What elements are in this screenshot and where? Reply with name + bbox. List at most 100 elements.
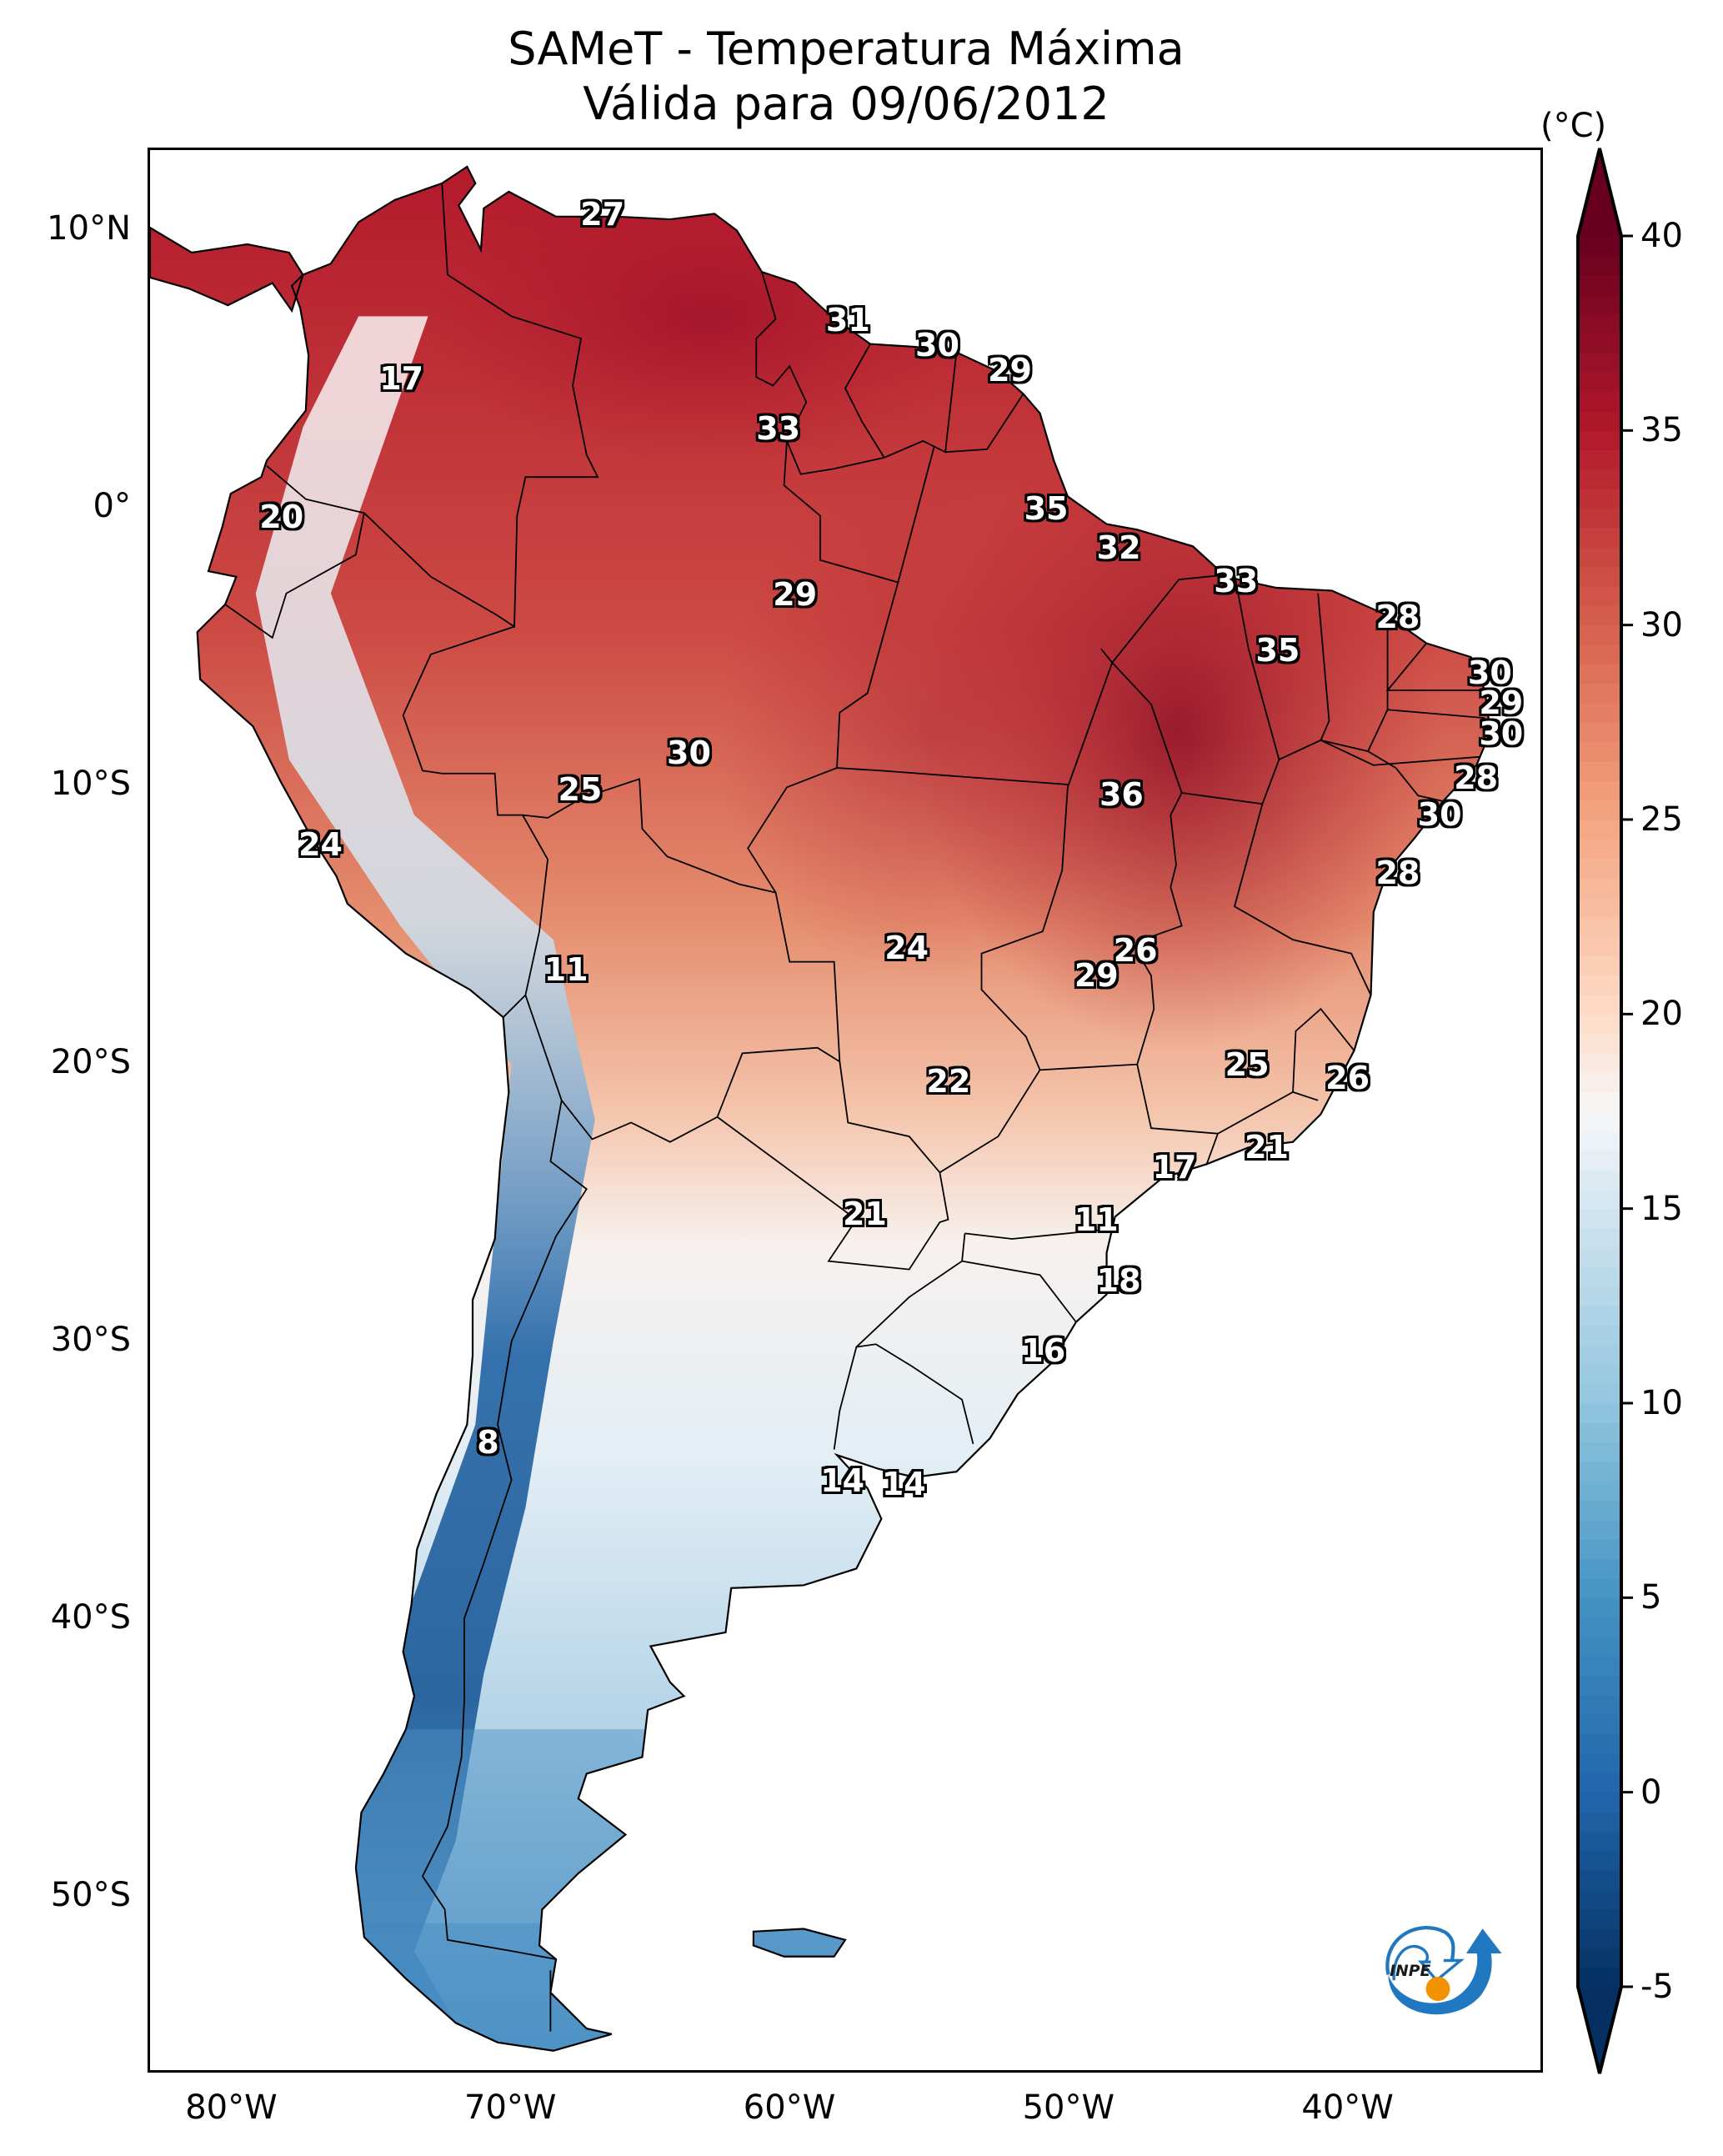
station-value-label: 20 xyxy=(259,499,304,536)
patagonia-cold-band xyxy=(150,1729,1490,2051)
colorbar-segment xyxy=(1578,1266,1621,1287)
colorbar-segment xyxy=(1578,1462,1621,1482)
colorbar-segment xyxy=(1578,1500,1621,1521)
station-value-label: 16 xyxy=(1021,1331,1066,1369)
colorbar-tick-label: 20 xyxy=(1640,995,1683,1034)
station-value-label: 35 xyxy=(1024,490,1069,528)
colorbar-segment xyxy=(1578,528,1621,548)
x-tick-label: 70°W xyxy=(464,2088,557,2127)
colorbar-segment xyxy=(1578,1014,1621,1035)
x-tick-label: 50°W xyxy=(1022,2088,1115,2127)
colorbar-segment xyxy=(1578,1908,1621,1929)
colorbar-segment xyxy=(1578,703,1621,723)
station-value-label: 24 xyxy=(884,929,929,966)
colorbar-segment xyxy=(1578,878,1621,898)
logo-sun-icon xyxy=(1425,1977,1450,2001)
y-tick-label: 30°S xyxy=(50,1320,131,1359)
colorbar-segment xyxy=(1578,294,1621,314)
station-value-label: 29 xyxy=(1479,684,1524,722)
colorbar-tick-label: 35 xyxy=(1640,411,1683,450)
logo-text: INPE xyxy=(1390,1963,1430,1980)
station-value-label: 24 xyxy=(298,826,343,864)
colorbar-segment xyxy=(1578,624,1621,645)
station-value-label: 28 xyxy=(1375,599,1420,636)
colorbar-segment xyxy=(1578,1889,1621,1910)
border-line-1 xyxy=(736,229,884,475)
colorbar-segment xyxy=(1578,1578,1621,1598)
border-line-21 xyxy=(1181,593,1330,805)
colorbar-segment xyxy=(1578,1520,1621,1540)
colorbar-segment xyxy=(1578,1481,1621,1502)
colorbar-segment xyxy=(1578,1208,1621,1229)
station-value-label: 11 xyxy=(543,951,589,989)
station-value-label: 29 xyxy=(988,351,1032,389)
colorbar-segment xyxy=(1578,449,1621,470)
border-line-16 xyxy=(980,648,1114,1070)
station-value-label: 30 xyxy=(667,735,711,772)
border-line-8 xyxy=(421,1100,588,1960)
colorbar-segment xyxy=(1578,916,1621,937)
colorbar-unit-label: (°C) xyxy=(1540,107,1607,145)
colorbar-tick-label: 0 xyxy=(1640,1772,1662,1812)
colorbar-segment xyxy=(1578,1772,1621,1793)
station-value-label: 36 xyxy=(1099,776,1144,814)
station-value-label: 35 xyxy=(1255,632,1300,669)
colorbar-segment xyxy=(1578,858,1621,879)
colorbar-tick-label: -5 xyxy=(1640,1968,1674,2006)
colorbar-segment xyxy=(1578,936,1621,956)
colorbar-segment xyxy=(1578,1150,1621,1171)
colorbar-segment xyxy=(1578,1812,1621,1832)
colorbar-segment xyxy=(1578,469,1621,489)
colorbar-segment xyxy=(1578,1442,1621,1462)
station-value-label: 22 xyxy=(926,1062,971,1100)
border-line-22 xyxy=(1111,573,1280,760)
border-line-28 xyxy=(1233,804,1372,995)
border-line-5 xyxy=(402,625,549,1018)
border-line-29 xyxy=(1292,1007,1355,1092)
colorbar-segment xyxy=(1578,1189,1621,1210)
colorbar-segment xyxy=(1578,391,1621,412)
colorbar-segment xyxy=(1578,566,1621,587)
colorbar-segment xyxy=(1578,1597,1621,1618)
station-value-label: 33 xyxy=(1214,562,1259,599)
colorbar-tick-label: 15 xyxy=(1640,1189,1683,1228)
land-temperature-field xyxy=(150,166,1490,2051)
border-line-12 xyxy=(961,1260,1077,1323)
station-value-label: 8 xyxy=(477,1423,499,1461)
station-value-label: 28 xyxy=(1454,760,1499,797)
border-line-11 xyxy=(855,1233,966,1348)
colorbar-segment xyxy=(1578,1695,1621,1715)
colorbar-segment xyxy=(1578,644,1621,664)
colorbar-segment xyxy=(1578,1053,1621,1073)
border-line-26 xyxy=(1387,709,1485,720)
colorbar-segment xyxy=(1578,1170,1621,1190)
colorbar-tick-label: 5 xyxy=(1640,1578,1662,1617)
border-line-13 xyxy=(964,1230,1107,1240)
colorbar-segment xyxy=(1578,1558,1621,1579)
colorbar-segment xyxy=(1578,761,1621,781)
logo-inner-loop-icon xyxy=(1392,1944,1430,1981)
colorbar-segment xyxy=(1578,1637,1621,1657)
colorbar-segment xyxy=(1578,1831,1621,1852)
colorbar-segment xyxy=(1578,1306,1621,1326)
station-value-label: 30 xyxy=(1467,654,1512,691)
colorbar-segment xyxy=(1578,1383,1621,1404)
colorbar-tick-label: 30 xyxy=(1640,605,1683,644)
tierra-del-fuego-cold-band xyxy=(150,1923,1490,2051)
x-tick-label: 60°W xyxy=(743,2088,836,2127)
colorbar-segment xyxy=(1578,508,1621,529)
colorbar-segment xyxy=(1578,1928,1621,1948)
colorbar-segment xyxy=(1578,1850,1621,1871)
map-frame xyxy=(148,148,1543,2073)
y-tick-label: 10°N xyxy=(47,208,131,248)
colorbar-segment xyxy=(1578,722,1621,743)
station-value-label: 18 xyxy=(1096,1262,1141,1300)
colorbar-segment xyxy=(1578,489,1621,509)
y-tick-label: 10°S xyxy=(50,765,131,804)
colorbar-segment xyxy=(1578,547,1621,568)
colorbar-segment xyxy=(1578,1091,1621,1112)
station-value-label: 30 xyxy=(1479,715,1524,753)
coastline-central-america xyxy=(150,226,304,313)
colorbar-segment xyxy=(1578,372,1621,393)
colorbar-segment xyxy=(1578,1364,1621,1385)
